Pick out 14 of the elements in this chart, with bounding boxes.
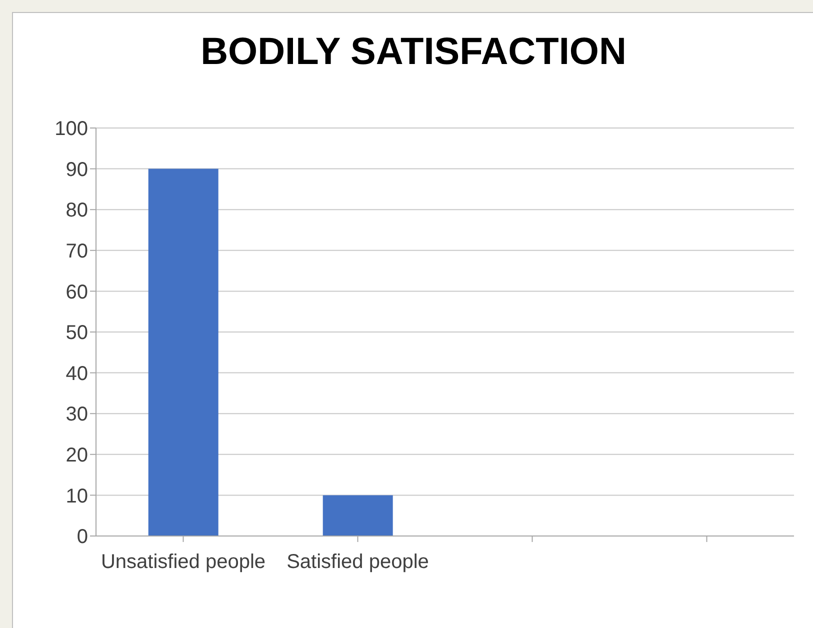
chart-title: BODILY SATISFACTION — [200, 31, 628, 74]
y-tick-label: 90 — [66, 158, 88, 181]
x-tick-label: Unsatisfied people — [100, 551, 266, 574]
y-tick-label: 100 — [54, 118, 88, 140]
y-tick-label: 60 — [66, 281, 88, 304]
y-tick-label: 30 — [66, 404, 88, 426]
y-tick-label: 50 — [66, 322, 88, 344]
x-tick-label: Satisfied people — [286, 551, 429, 574]
y-tick-label: 70 — [66, 240, 88, 262]
y-tick-label: 40 — [66, 362, 88, 385]
y-tick-label: 0 — [76, 526, 88, 548]
y-tick-label: 20 — [66, 444, 88, 466]
y-tick-label: 80 — [66, 200, 88, 222]
y-tick-label: 10 — [66, 485, 88, 508]
